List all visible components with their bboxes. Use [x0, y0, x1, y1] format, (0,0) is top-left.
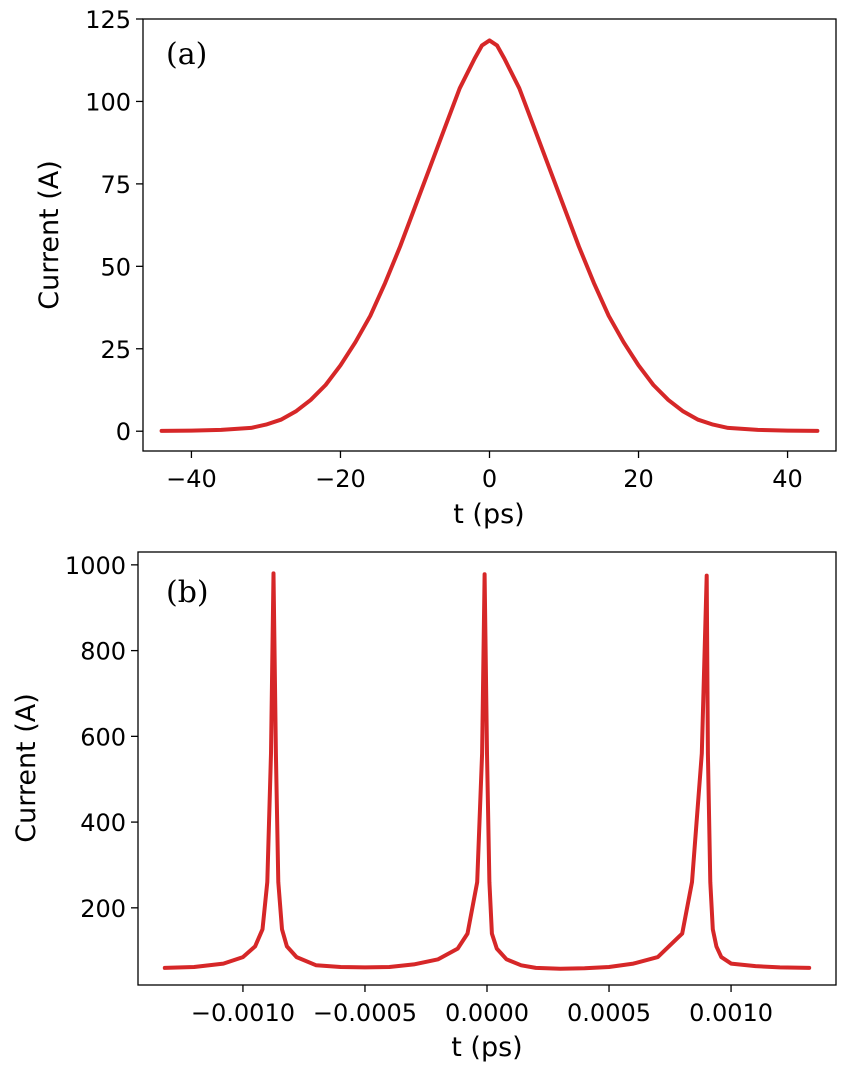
x-tick-label-a: −40 [166, 465, 217, 493]
y-axis-label-a: Current (A) [34, 160, 65, 310]
y-tick-label-b: 200 [80, 895, 126, 923]
y-tick-label-a: 50 [100, 253, 131, 281]
y-tick-label-b: 600 [80, 723, 126, 751]
panel-label-a: (a) [166, 37, 207, 72]
x-axis-b: −0.0010 −0.0005 0.0000 0.0005 0.0010 [191, 985, 773, 1027]
x-axis-label-a: t (ps) [453, 499, 524, 530]
panel-b: 200 400 600 800 1000 −0.0010 −0.0005 0.0000 0.0… [11, 551, 837, 1063]
y-axis-label-b: Current (A) [11, 693, 42, 843]
y-tick-label-a: 75 [100, 171, 131, 199]
x-tick-label-b: 0.0000 [445, 999, 529, 1027]
panel-a: 0 25 50 75 100 125 −40 −20 0 20 40 (a) t (ps) Cur… [34, 6, 837, 530]
y-axis-a: 0 25 50 75 100 125 [85, 6, 143, 446]
y-tick-label-a: 125 [85, 6, 131, 34]
x-tick-label-b: −0.0010 [191, 999, 295, 1027]
x-tick-label-b: −0.0005 [313, 999, 417, 1027]
plot-frame-a [142, 18, 837, 452]
y-tick-label-b: 1000 [65, 552, 126, 580]
x-tick-label-b: 0.0010 [689, 999, 773, 1027]
y-tick-label-a: 0 [116, 418, 131, 446]
current-series-b [162, 571, 812, 971]
y-tick-label-a: 100 [85, 88, 131, 116]
y-axis-b: 200 400 600 800 1000 [65, 552, 138, 923]
x-axis-a: −40 −20 0 20 40 [166, 451, 803, 493]
x-tick-label-a: 0 [482, 465, 497, 493]
x-axis-label-b: t (ps) [451, 1032, 522, 1063]
x-tick-label-a: −20 [315, 465, 366, 493]
current-series-a [159, 38, 820, 433]
y-tick-label-b: 400 [80, 809, 126, 837]
y-tick-label-a: 25 [100, 336, 131, 364]
y-tick-label-b: 800 [80, 638, 126, 666]
x-tick-label-a: 20 [623, 465, 654, 493]
x-tick-label-a: 40 [772, 465, 803, 493]
x-tick-label-b: 0.0005 [567, 999, 651, 1027]
panel-label-b: (b) [166, 575, 209, 610]
